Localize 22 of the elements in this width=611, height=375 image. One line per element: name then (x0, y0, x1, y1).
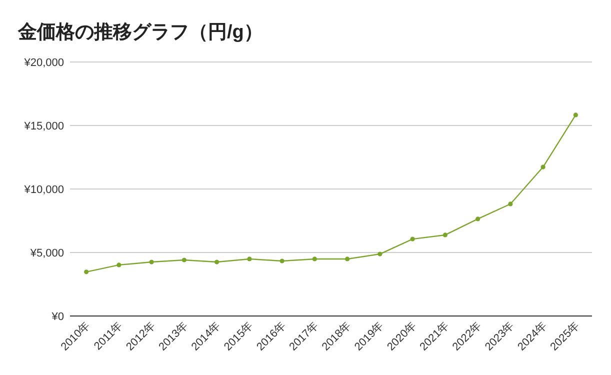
point (410, 236, 415, 242)
y-tick-label: ¥5,000 (29, 248, 64, 260)
point (280, 258, 284, 264)
point (540, 164, 546, 170)
point (312, 256, 317, 262)
point (442, 232, 448, 238)
point (476, 216, 480, 222)
y-tick-label: ¥20,000 (23, 57, 64, 69)
point (247, 256, 252, 262)
point (573, 112, 578, 118)
point (378, 252, 382, 256)
y-tick-label: ¥15,000 (23, 120, 64, 132)
point (149, 260, 154, 264)
point (345, 256, 350, 262)
point (508, 202, 513, 206)
y-tick-label: ¥10,000 (23, 184, 64, 196)
point (84, 270, 89, 274)
point (214, 260, 220, 264)
point (182, 258, 186, 262)
chart-title: 金価格の推移グラフ（円/g） (17, 22, 263, 43)
point (116, 262, 122, 268)
y-tick-label: ¥0 (50, 311, 64, 323)
